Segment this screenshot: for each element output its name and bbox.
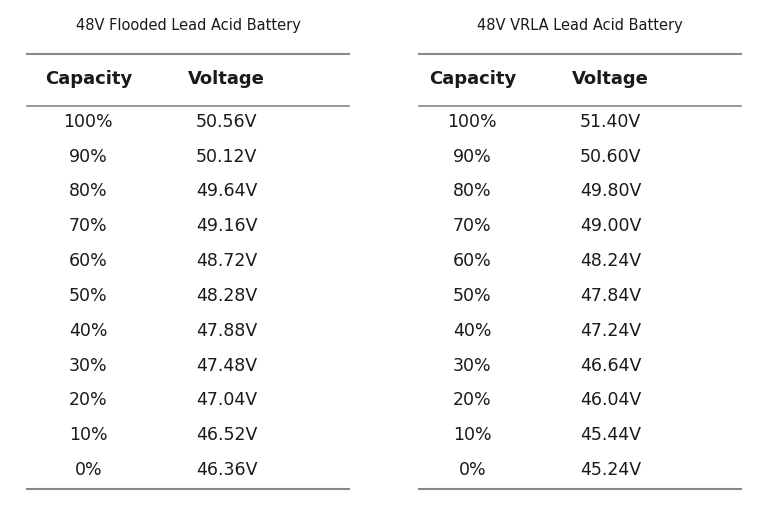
Text: 10%: 10% [453, 426, 492, 444]
Text: 45.44V: 45.44V [580, 426, 641, 444]
Text: 40%: 40% [453, 322, 492, 340]
Text: 45.24V: 45.24V [580, 461, 641, 479]
Text: 100%: 100% [448, 113, 497, 131]
Text: 40%: 40% [69, 322, 108, 340]
Text: 50.60V: 50.60V [580, 147, 641, 166]
Text: 30%: 30% [453, 356, 492, 375]
Text: 50.56V: 50.56V [196, 113, 257, 131]
Text: 90%: 90% [69, 147, 108, 166]
Text: 70%: 70% [453, 217, 492, 236]
Text: 50.12V: 50.12V [196, 147, 257, 166]
Text: 60%: 60% [453, 252, 492, 270]
Text: 48V VRLA Lead Acid Battery: 48V VRLA Lead Acid Battery [477, 18, 683, 33]
Text: 80%: 80% [69, 182, 108, 201]
Text: 47.88V: 47.88V [196, 322, 257, 340]
Text: 47.48V: 47.48V [196, 356, 257, 375]
Text: Capacity: Capacity [45, 70, 132, 89]
Text: 30%: 30% [69, 356, 108, 375]
Text: 46.36V: 46.36V [196, 461, 257, 479]
Text: 49.64V: 49.64V [196, 182, 257, 201]
Text: 48.24V: 48.24V [580, 252, 641, 270]
Text: 49.16V: 49.16V [196, 217, 257, 236]
Text: 49.00V: 49.00V [580, 217, 641, 236]
Text: 47.04V: 47.04V [196, 391, 257, 410]
Text: Capacity: Capacity [429, 70, 516, 89]
Text: 46.52V: 46.52V [196, 426, 257, 444]
Text: 47.84V: 47.84V [580, 287, 641, 305]
Text: 0%: 0% [74, 461, 102, 479]
Text: 50%: 50% [453, 287, 492, 305]
Text: Voltage: Voltage [188, 70, 265, 89]
Text: 48.28V: 48.28V [196, 287, 257, 305]
Text: 80%: 80% [453, 182, 492, 201]
Text: 49.80V: 49.80V [580, 182, 641, 201]
Text: 50%: 50% [69, 287, 108, 305]
Text: 70%: 70% [69, 217, 108, 236]
Text: 90%: 90% [453, 147, 492, 166]
Text: 10%: 10% [69, 426, 108, 444]
Text: 48V Flooded Lead Acid Battery: 48V Flooded Lead Acid Battery [76, 18, 300, 33]
Text: Voltage: Voltage [572, 70, 649, 89]
Text: 20%: 20% [69, 391, 108, 410]
Text: 46.64V: 46.64V [580, 356, 641, 375]
Text: 47.24V: 47.24V [580, 322, 641, 340]
Text: 60%: 60% [69, 252, 108, 270]
Text: 51.40V: 51.40V [580, 113, 641, 131]
Text: 20%: 20% [453, 391, 492, 410]
Text: 0%: 0% [458, 461, 486, 479]
Text: 46.04V: 46.04V [580, 391, 641, 410]
Text: 48.72V: 48.72V [196, 252, 257, 270]
Text: 100%: 100% [64, 113, 113, 131]
